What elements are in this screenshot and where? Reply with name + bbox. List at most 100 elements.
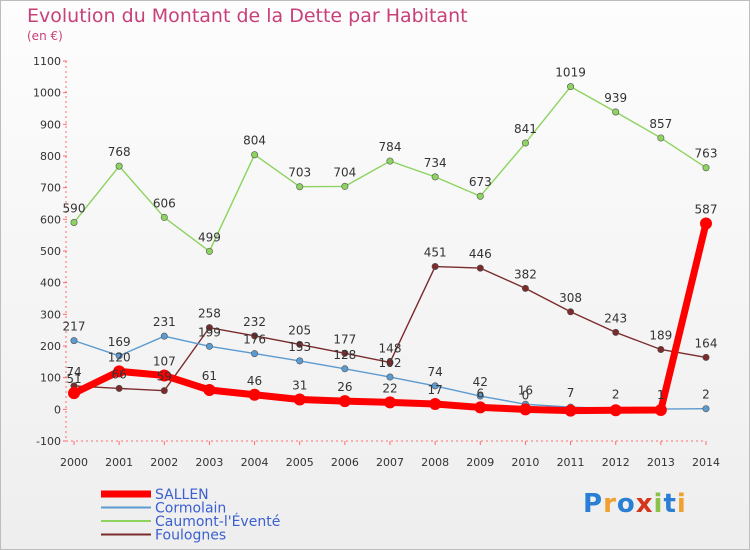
- y-tick-label: 1000: [33, 87, 61, 100]
- x-tick-label: 2006: [331, 456, 359, 469]
- data-point: [612, 108, 620, 116]
- chart-subtitle: (en €): [27, 29, 63, 43]
- data-point: [251, 151, 259, 159]
- data-label: 499: [198, 230, 221, 244]
- y-tick-label: 1100: [33, 55, 61, 68]
- data-point: [296, 183, 304, 191]
- data-label: 231: [153, 315, 176, 329]
- legend-label: Foulognes: [155, 528, 226, 544]
- data-label: 804: [243, 134, 266, 148]
- data-point: [205, 342, 213, 350]
- data-point: [251, 350, 259, 358]
- data-point: [567, 83, 575, 91]
- data-label: 704: [333, 165, 356, 179]
- data-point: [70, 337, 78, 345]
- data-point: [567, 308, 575, 316]
- data-label: 153: [288, 340, 311, 354]
- data-label: 217: [63, 320, 86, 334]
- data-point: [248, 388, 261, 401]
- y-tick-label: 0: [54, 403, 61, 416]
- y-tick-label: 900: [40, 118, 61, 131]
- data-point: [521, 284, 529, 292]
- data-label: 46: [247, 374, 262, 388]
- data-point: [115, 162, 123, 170]
- data-point: [386, 358, 394, 366]
- data-point: [519, 403, 532, 416]
- data-label: 0: [522, 388, 530, 402]
- y-tick-label: 400: [40, 277, 61, 290]
- x-tick-label: 2013: [647, 456, 675, 469]
- data-label: 120: [108, 350, 131, 364]
- chart-title: Evolution du Montant de la Dette par Hab…: [27, 5, 468, 27]
- data-point: [476, 392, 484, 400]
- data-label: 703: [288, 166, 311, 180]
- data-label: 102: [379, 356, 402, 370]
- data-label: 587: [695, 202, 718, 216]
- data-label: 243: [604, 311, 627, 325]
- data-point: [296, 357, 304, 365]
- data-label: 606: [153, 196, 176, 210]
- x-tick-label: 2008: [421, 456, 449, 469]
- data-point: [386, 157, 394, 165]
- data-point: [702, 164, 710, 172]
- data-point: [296, 340, 304, 348]
- data-point: [341, 182, 349, 190]
- logo-letter: P: [583, 489, 604, 519]
- data-point: [609, 404, 622, 417]
- data-point: [70, 219, 78, 227]
- data-label: 308: [559, 291, 582, 305]
- y-tick-label: 500: [40, 245, 61, 258]
- y-tick-label: -100: [36, 435, 61, 448]
- labels-caumont-l--vent-: 590 768 606 499 804 703 704 784 734 673 841 1019 939…: [63, 66, 718, 245]
- data-point: [113, 365, 126, 378]
- data-label: 61: [202, 369, 217, 383]
- data-point: [654, 403, 667, 416]
- data-label: 451: [424, 246, 447, 260]
- data-point: [205, 247, 213, 255]
- x-tick-label: 2011: [557, 456, 585, 469]
- data-label: 42: [473, 375, 488, 389]
- data-label: 763: [695, 147, 718, 161]
- y-tick-label: 100: [40, 372, 61, 385]
- data-label: 66: [112, 367, 127, 381]
- x-tick-label: 2007: [376, 456, 404, 469]
- logo-letter: o: [616, 489, 636, 519]
- series-foulognes: [70, 263, 710, 395]
- data-point: [293, 393, 306, 406]
- data-label: 74: [428, 365, 443, 379]
- data-label: 939: [604, 91, 627, 105]
- data-point: [386, 373, 394, 381]
- data-point: [564, 404, 577, 417]
- x-tick-label: 2001: [105, 456, 133, 469]
- data-label: 164: [695, 336, 718, 350]
- data-label: 768: [108, 145, 131, 159]
- logo-letter: t: [663, 489, 677, 519]
- data-point: [431, 382, 439, 390]
- y-tick-label: 200: [40, 340, 61, 353]
- data-point: [115, 352, 123, 360]
- data-point: [341, 365, 349, 373]
- data-label: 169: [108, 335, 131, 349]
- data-label: 1019: [555, 66, 586, 80]
- data-label: 74: [66, 365, 81, 379]
- data-point: [657, 134, 665, 142]
- x-tick-label: 2005: [286, 456, 314, 469]
- data-label: 189: [649, 328, 672, 342]
- data-label: 26: [337, 380, 352, 394]
- data-point: [160, 387, 168, 395]
- data-label: 734: [424, 156, 447, 170]
- x-tick-label: 2014: [692, 456, 720, 469]
- data-label: 6: [476, 386, 484, 400]
- x-tick-label: 2002: [150, 456, 178, 469]
- data-label: 59: [157, 370, 172, 384]
- data-point: [476, 264, 484, 272]
- x-tick-label: 2003: [195, 456, 223, 469]
- data-point: [384, 396, 396, 409]
- data-label: 177: [333, 332, 356, 346]
- data-point: [203, 384, 216, 397]
